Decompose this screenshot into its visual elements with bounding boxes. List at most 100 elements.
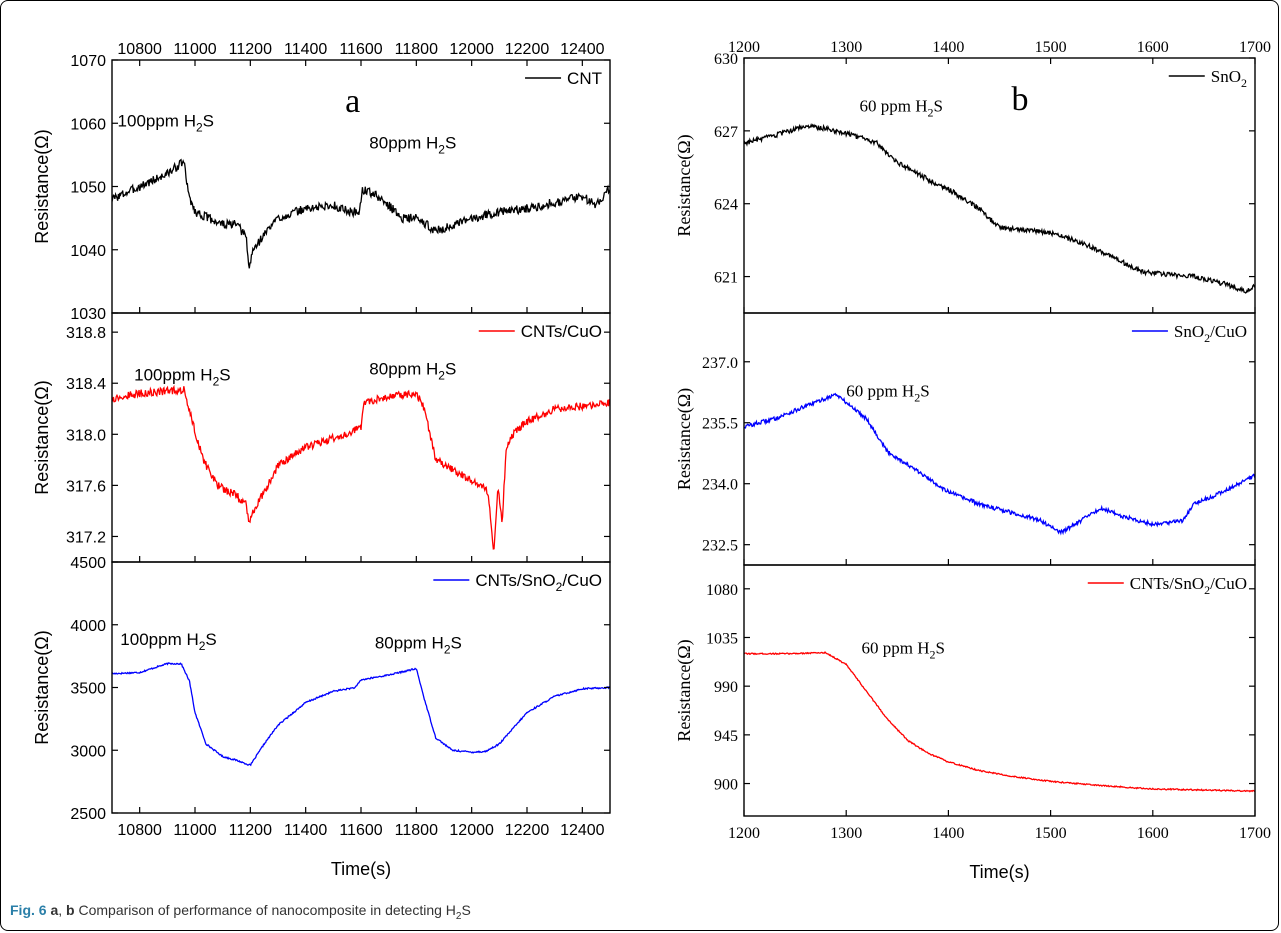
- chart-panel-a: 1030 1040 1050 1060 1070 Resistance(Ω) CNT a 100…: [32, 41, 611, 879]
- legend-label: CNTs/SnO2/CuO: [1130, 574, 1247, 597]
- y-tick-label: 4000: [70, 618, 106, 635]
- y-tick-label: 317.2: [66, 529, 106, 546]
- y-axis-label: Resistance(Ω): [674, 134, 695, 236]
- x-tick-label: 12200: [505, 822, 550, 839]
- x-top-tick-label: 1300: [830, 39, 862, 56]
- annotation-label: 60 ppm H2S: [846, 381, 929, 404]
- x-tick-label: 1600: [1137, 825, 1169, 842]
- y-tick-label: 990: [714, 679, 738, 696]
- caption-subscript: 2: [455, 910, 462, 922]
- annotation-label: 60 ppm H2S: [862, 639, 945, 662]
- annotation-label: 100ppm H2S: [120, 630, 216, 653]
- x-tick-label: 11000: [173, 822, 216, 839]
- legend-label: SnO2/CuO: [1174, 322, 1247, 345]
- subplot-a-3: 2500 3000 3500 4000 4500 Resistance(Ω) CNTs/Sn…: [32, 555, 611, 823]
- subplot-b-2: 232.5 234.0 235.5 237.0 Resistance(Ω) SnO2/Cu…: [674, 312, 1256, 566]
- series-line: [112, 384, 610, 550]
- legend-label: CNT: [567, 69, 602, 88]
- x-top-tick-label: 11800: [395, 41, 438, 58]
- subplot-b-1: 621 624 627 630 Resistance(Ω) SnO2 b 60 ppm H2S: [674, 51, 1256, 314]
- y-axis-label: Resistance(Ω): [674, 388, 695, 490]
- y-tick-label: 2500: [70, 806, 106, 823]
- y-tick-label: 234.0: [702, 477, 738, 494]
- x-tick-label: 11400: [284, 822, 327, 839]
- annotation-label: 100ppm H2S: [118, 111, 214, 134]
- x-tick-label: 12000: [449, 822, 494, 839]
- x-top-tick-label: 1500: [1035, 39, 1067, 56]
- annotation-label: 60 ppm H2S: [859, 96, 942, 119]
- caption-panel-b: b: [66, 902, 75, 918]
- y-tick-label: 1060: [70, 116, 106, 133]
- x-tick-label: 12400: [560, 822, 605, 839]
- x-top-tick-label: 1400: [932, 39, 964, 56]
- y-tick-label: 3500: [70, 681, 106, 698]
- x-tick-label: 1300: [830, 825, 862, 842]
- y-tick-label: 318.8: [66, 325, 106, 342]
- y-tick-label: 1035: [706, 630, 738, 647]
- caption-panel-a: a: [50, 902, 59, 918]
- y-tick-label: 235.5: [702, 416, 738, 433]
- caption-fig-label: Fig. 6: [10, 902, 47, 918]
- y-tick-label: 1050: [70, 180, 106, 197]
- y-tick-label: 3000: [70, 743, 106, 760]
- plot-frame: [743, 312, 1256, 566]
- y-axis-label: Resistance(Ω): [674, 639, 695, 741]
- x-top-tick-label: 11200: [229, 41, 272, 58]
- x-top-tick-label: 12000: [449, 41, 494, 58]
- y-tick-label: 232.5: [702, 538, 738, 555]
- x-tick-label: 10800: [117, 822, 162, 839]
- y-tick-label: 317.6: [66, 478, 106, 495]
- x-top-tick-label: 11600: [339, 41, 382, 58]
- x-tick-label: 11600: [339, 822, 382, 839]
- x-tick-label: 11200: [229, 822, 272, 839]
- x-axis-label: Time(s): [969, 862, 1029, 882]
- x-tick-label: 1500: [1035, 825, 1067, 842]
- x-top-tick-label: 11400: [284, 41, 327, 58]
- y-tick-label: 1030: [70, 306, 106, 323]
- figure-caption: Fig. 6 a, b Comparison of performance of…: [10, 902, 471, 922]
- y-tick-label: 4500: [70, 555, 106, 572]
- y-tick-label: 624: [714, 197, 738, 214]
- series-line: [112, 662, 610, 767]
- x-tick-label: 1700: [1239, 825, 1271, 842]
- caption-tail: S: [461, 902, 471, 918]
- x-top-tick-label: 1600: [1137, 39, 1169, 56]
- plot-frame: [743, 564, 1256, 817]
- series-line: [744, 123, 1255, 294]
- plot-frame: [111, 312, 611, 563]
- legend-label: CNTs/CuO: [521, 322, 602, 341]
- panel-letter: b: [1011, 81, 1028, 118]
- y-axis-label: Resistance(Ω): [32, 630, 52, 745]
- plot-frame: [111, 59, 611, 314]
- legend-label: CNTs/SnO2/CuO: [475, 571, 602, 594]
- y-tick-label: 237.0: [702, 355, 738, 372]
- y-tick-label: 945: [714, 728, 738, 745]
- subplot-a-2: 317.2 317.6 318.0 318.4 318.8 Resistance(Ω) CN…: [32, 312, 611, 563]
- plot-frame: [111, 561, 611, 814]
- y-tick-label: 1080: [706, 582, 738, 599]
- caption-text: Comparison of performance of nanocomposi…: [74, 902, 456, 918]
- y-tick-label: 318.4: [66, 376, 106, 393]
- caption-separator: ,: [58, 902, 67, 918]
- y-tick-label: 627: [714, 124, 738, 141]
- legend-label: SnO2: [1211, 67, 1247, 90]
- y-axis-label: Resistance(Ω): [32, 129, 52, 244]
- y-tick-label: 1070: [70, 53, 106, 70]
- x-top-tick-label: 1200: [728, 39, 760, 56]
- x-top-tick-label: 1700: [1239, 39, 1271, 56]
- y-tick-label: 630: [714, 51, 738, 68]
- y-axis-label: Resistance(Ω): [32, 380, 52, 495]
- y-tick-label: 318.0: [66, 427, 106, 444]
- subplot-b-3: 900 945 990 1035 1080 Resistance(Ω) CNTs/SnO2/…: [674, 564, 1256, 817]
- x-axis-label: Time(s): [331, 859, 391, 879]
- x-tick-label: 1200: [728, 825, 760, 842]
- series-line: [112, 158, 610, 269]
- x-tick-label: 1400: [932, 825, 964, 842]
- y-tick-label: 900: [714, 777, 738, 794]
- annotation-label: 100ppm H2S: [134, 366, 230, 389]
- series-line: [744, 392, 1255, 536]
- x-tick-label: 11800: [395, 822, 438, 839]
- y-tick-label: 621: [714, 270, 738, 287]
